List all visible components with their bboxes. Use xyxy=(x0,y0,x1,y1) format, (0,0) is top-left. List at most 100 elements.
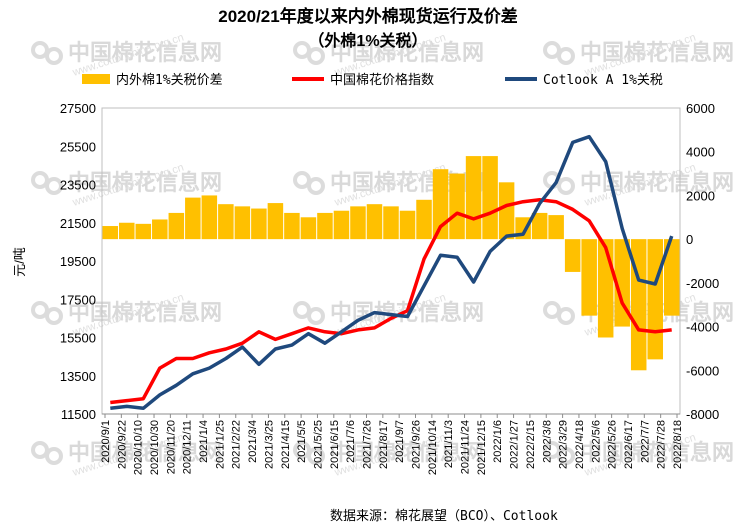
x-tick-label: 2021/2/22 xyxy=(231,420,243,469)
watermark-text: 中国棉花信息网 xyxy=(68,170,222,196)
x-tick-label: 2020/10/30 xyxy=(149,420,161,475)
bar-spread xyxy=(350,206,366,240)
watermark-logo-icon xyxy=(557,47,575,65)
bar-spread xyxy=(185,197,201,240)
x-tick-label: 2021/5/5 xyxy=(296,420,308,463)
chart-subtitle: （外棉1%关税） xyxy=(308,31,427,50)
x-tick-label: 2022/7/7 xyxy=(639,420,651,463)
x-tick-label: 2022/8/18 xyxy=(672,420,684,469)
bar-spread xyxy=(152,219,168,240)
y-left-tick-label: 19500 xyxy=(60,254,96,269)
y-right-tick-label: -8000 xyxy=(686,407,719,422)
x-tick-label: 2022/1/6 xyxy=(492,420,504,463)
x-tick-label: 2022/5/6 xyxy=(590,420,602,463)
watermark-logo-icon xyxy=(557,177,575,195)
watermark-logo-icon xyxy=(307,447,325,465)
x-tick-label: 2021/6/15 xyxy=(329,420,341,469)
y-left-tick-label: 13500 xyxy=(60,369,96,384)
bar-spread xyxy=(234,206,251,240)
axes: 11500 13500 15500 17500 19500 21500 23500 25500… xyxy=(60,101,719,475)
x-tick-label: 2021/9/26 xyxy=(411,420,423,469)
watermark-logo-icon xyxy=(45,447,63,465)
legend-label: Cotlook A 1%关税 xyxy=(543,73,663,88)
x-tick-label: 2022/4/18 xyxy=(574,420,586,469)
watermark-logo-icon xyxy=(31,301,49,319)
y-right-tick-label: 4000 xyxy=(686,145,715,160)
y-right-tick-label: -4000 xyxy=(686,320,719,335)
y-left-tick-label: 17500 xyxy=(60,292,96,307)
bar-spread xyxy=(581,239,597,316)
x-tick-label: 2021/8/17 xyxy=(378,420,390,469)
watermark-logo-icon xyxy=(557,307,575,325)
x-tick-label: 2020/9/1 xyxy=(100,420,112,463)
legend-item-spread: 内外棉1%关税价差 xyxy=(82,72,223,88)
x-tick-label: 2021/1/4 xyxy=(198,420,210,463)
x-tick-label: 2021/11/3 xyxy=(443,420,455,468)
watermark-logo-icon xyxy=(31,441,49,459)
bar-spread xyxy=(102,226,119,240)
bar-spread xyxy=(135,223,152,240)
bar-spread xyxy=(564,239,581,272)
x-tick-label: 2021/10/14 xyxy=(427,420,439,475)
bar-spread xyxy=(284,212,300,240)
bar-spread xyxy=(383,206,399,240)
watermark-logo-icon xyxy=(307,307,325,325)
bar-spread xyxy=(218,204,234,240)
x-tick-label: 2022/5/26 xyxy=(607,420,619,469)
x-tick-label: 2021/1/25 xyxy=(214,420,226,469)
x-tick-label: 2022/3/8 xyxy=(541,420,553,463)
watermark-logo-icon xyxy=(31,41,49,59)
watermark-text: 中国棉花信息网 xyxy=(68,40,222,66)
bar-spread xyxy=(663,239,680,316)
bar-spread xyxy=(251,208,267,240)
bar-spread xyxy=(449,173,465,240)
y-right-tick-label: 2000 xyxy=(686,188,715,203)
watermark-logo-icon xyxy=(293,171,311,189)
bar-spread xyxy=(597,239,614,338)
y-left-tick-label: 27500 xyxy=(60,101,96,116)
x-tick-label: 2021/9/7 xyxy=(394,420,406,463)
bar-spread xyxy=(168,212,185,240)
x-tick-label: 2021/12/15 xyxy=(476,420,488,475)
watermark-logo-icon xyxy=(293,441,311,459)
x-tick-label: 2021/5/25 xyxy=(312,420,324,469)
legend-swatch xyxy=(82,74,110,84)
line-series-layer xyxy=(110,134,674,411)
bar-spread xyxy=(267,203,284,240)
bar-spread xyxy=(399,210,416,240)
y-right-tick-label: 6000 xyxy=(686,101,715,116)
x-tick-label: 2020/10/10 xyxy=(133,420,145,475)
y-left-tick-label: 15500 xyxy=(60,331,96,346)
bar-spread xyxy=(366,204,383,240)
watermark-logo-icon xyxy=(31,171,49,189)
watermark-logo-icon xyxy=(543,41,561,59)
bar-spread xyxy=(548,215,564,240)
watermark-logo-icon xyxy=(45,47,63,65)
watermark-logo-icon xyxy=(293,41,311,59)
watermark-text: 中国棉花信息网 xyxy=(330,440,484,466)
watermark-text: 中国棉花信息网 xyxy=(68,300,222,326)
watermark-logo-icon xyxy=(293,301,311,319)
watermark-logo-icon xyxy=(307,177,325,195)
y-right-tick-label: 0 xyxy=(686,232,693,247)
y-left-tick-label: 11500 xyxy=(61,407,96,422)
x-tick-label: 2021/3/25 xyxy=(263,420,275,469)
x-tick-label: 2020/11/20 xyxy=(165,420,177,474)
x-tick-label: 2021/11/24 xyxy=(460,420,472,474)
legend: 内外棉1%关税价差 中国棉花价格指数 Cotlook A 1%关税 xyxy=(82,72,663,88)
legend-item-china-index: 中国棉花价格指数 xyxy=(292,72,434,88)
watermark-text: 中国棉花信息网 xyxy=(580,40,734,66)
bar-spread xyxy=(201,195,218,240)
x-tick-label: 2022/2/15 xyxy=(525,420,537,469)
y-right-tick-label: -6000 xyxy=(686,363,719,378)
x-tick-label: 2021/4/15 xyxy=(280,420,292,469)
watermark-logo-icon xyxy=(543,441,561,459)
watermark-text: 中国棉花信息网 xyxy=(330,40,484,66)
watermark-text: 中国棉花信息网 xyxy=(580,440,734,466)
legend-label: 内外棉1%关税价差 xyxy=(116,72,223,88)
x-tick-label: 2021/7/26 xyxy=(361,420,373,469)
legend-item-cotlook: Cotlook A 1%关税 xyxy=(505,73,663,88)
x-tick-label: 2022/6/17 xyxy=(623,420,635,469)
source-note: 数据来源：棉花展望（BCO）、Cotlook xyxy=(330,508,558,524)
